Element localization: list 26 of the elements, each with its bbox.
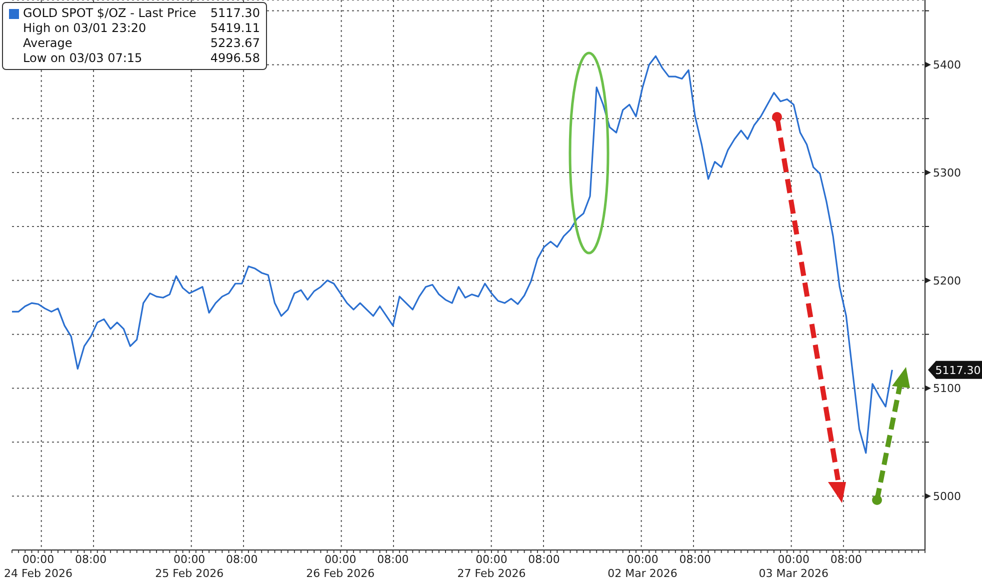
annotation: High on 03/01 23:20	[22, 21, 148, 36]
x-tick-label: 08:00	[830, 553, 862, 566]
x-tick-label: 00:00 03 Mar 2026	[758, 553, 829, 580]
x-tick-label: 00:00 26 Feb 2026	[306, 553, 375, 580]
y-tick-label: 5000	[933, 490, 961, 504]
x-tick-label: 00:00 27 Feb 2026	[457, 553, 526, 580]
x-tick-label: 08:00	[528, 553, 560, 566]
annotation: 5117.30	[210, 6, 260, 21]
annotation: Low on 03/03 07:15	[22, 51, 144, 66]
y-tick-label: 5300	[933, 166, 961, 180]
annotation: 5419.11	[210, 21, 260, 36]
y-tick-label: 5400	[933, 58, 961, 72]
x-tick-label: 08:00	[679, 553, 711, 566]
annotation: 4996.58	[210, 51, 260, 66]
text: 5117.30	[935, 364, 981, 377]
x-tick-label: 00:00 25 Feb 2026	[155, 553, 224, 580]
x-tick-label: 00:00 02 Mar 2026	[608, 553, 678, 580]
x-tick-label: 08:00	[377, 553, 409, 566]
y-tick-label: 5100	[933, 382, 961, 396]
annotation: 5223.67	[210, 36, 260, 51]
x-tick-label: 08:00	[74, 553, 107, 566]
x-tick-label: 00:00 24 Feb 2026	[4, 553, 73, 580]
annotation: Average	[22, 36, 74, 51]
legend-label: GOLD SPOT $/OZ - Last Price	[23, 6, 196, 21]
y-tick-label: 5200	[933, 274, 961, 288]
x-tick-label: 08:00	[226, 553, 258, 566]
